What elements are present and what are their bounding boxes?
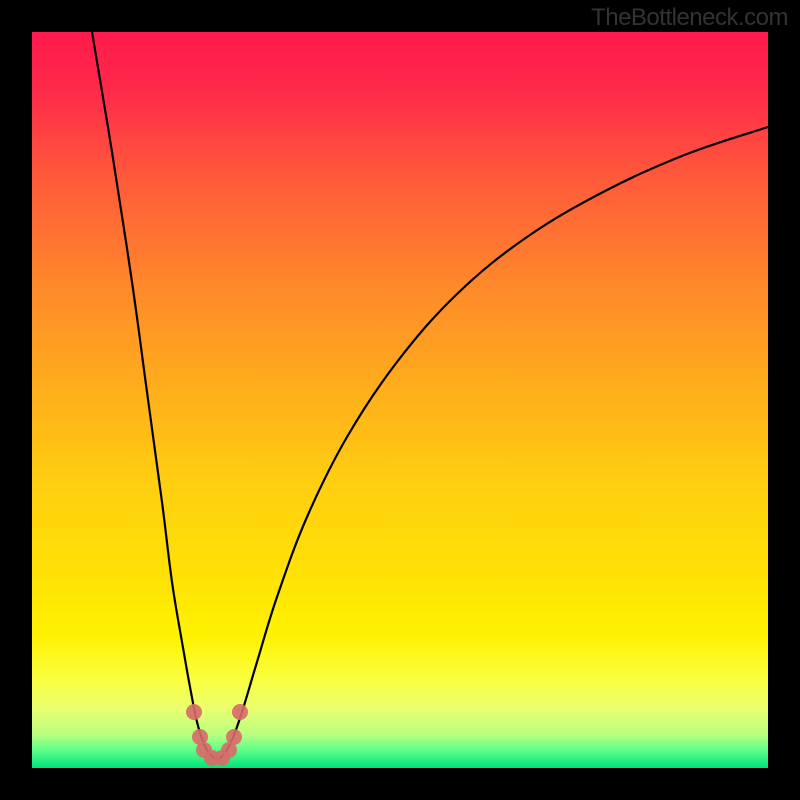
marker-point [186,704,202,720]
marker-point [226,729,242,745]
curve-layer [32,32,768,768]
watermark-text: TheBottleneck.com [591,4,788,32]
marker-point [232,704,248,720]
chart-root: TheBottleneck.com [0,0,800,800]
bottleneck-curve [92,32,768,759]
valley-markers [186,704,248,766]
plot-area [32,32,768,768]
